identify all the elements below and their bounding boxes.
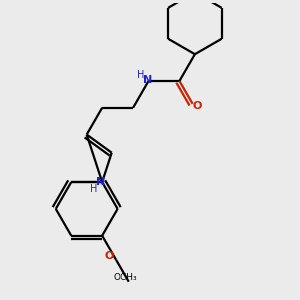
Text: H: H — [136, 70, 144, 80]
Text: H: H — [90, 184, 98, 194]
Text: O: O — [105, 251, 114, 261]
Text: N: N — [143, 75, 153, 85]
Text: OCH₃: OCH₃ — [114, 273, 138, 282]
Text: O: O — [192, 101, 202, 111]
Text: N: N — [96, 176, 105, 187]
